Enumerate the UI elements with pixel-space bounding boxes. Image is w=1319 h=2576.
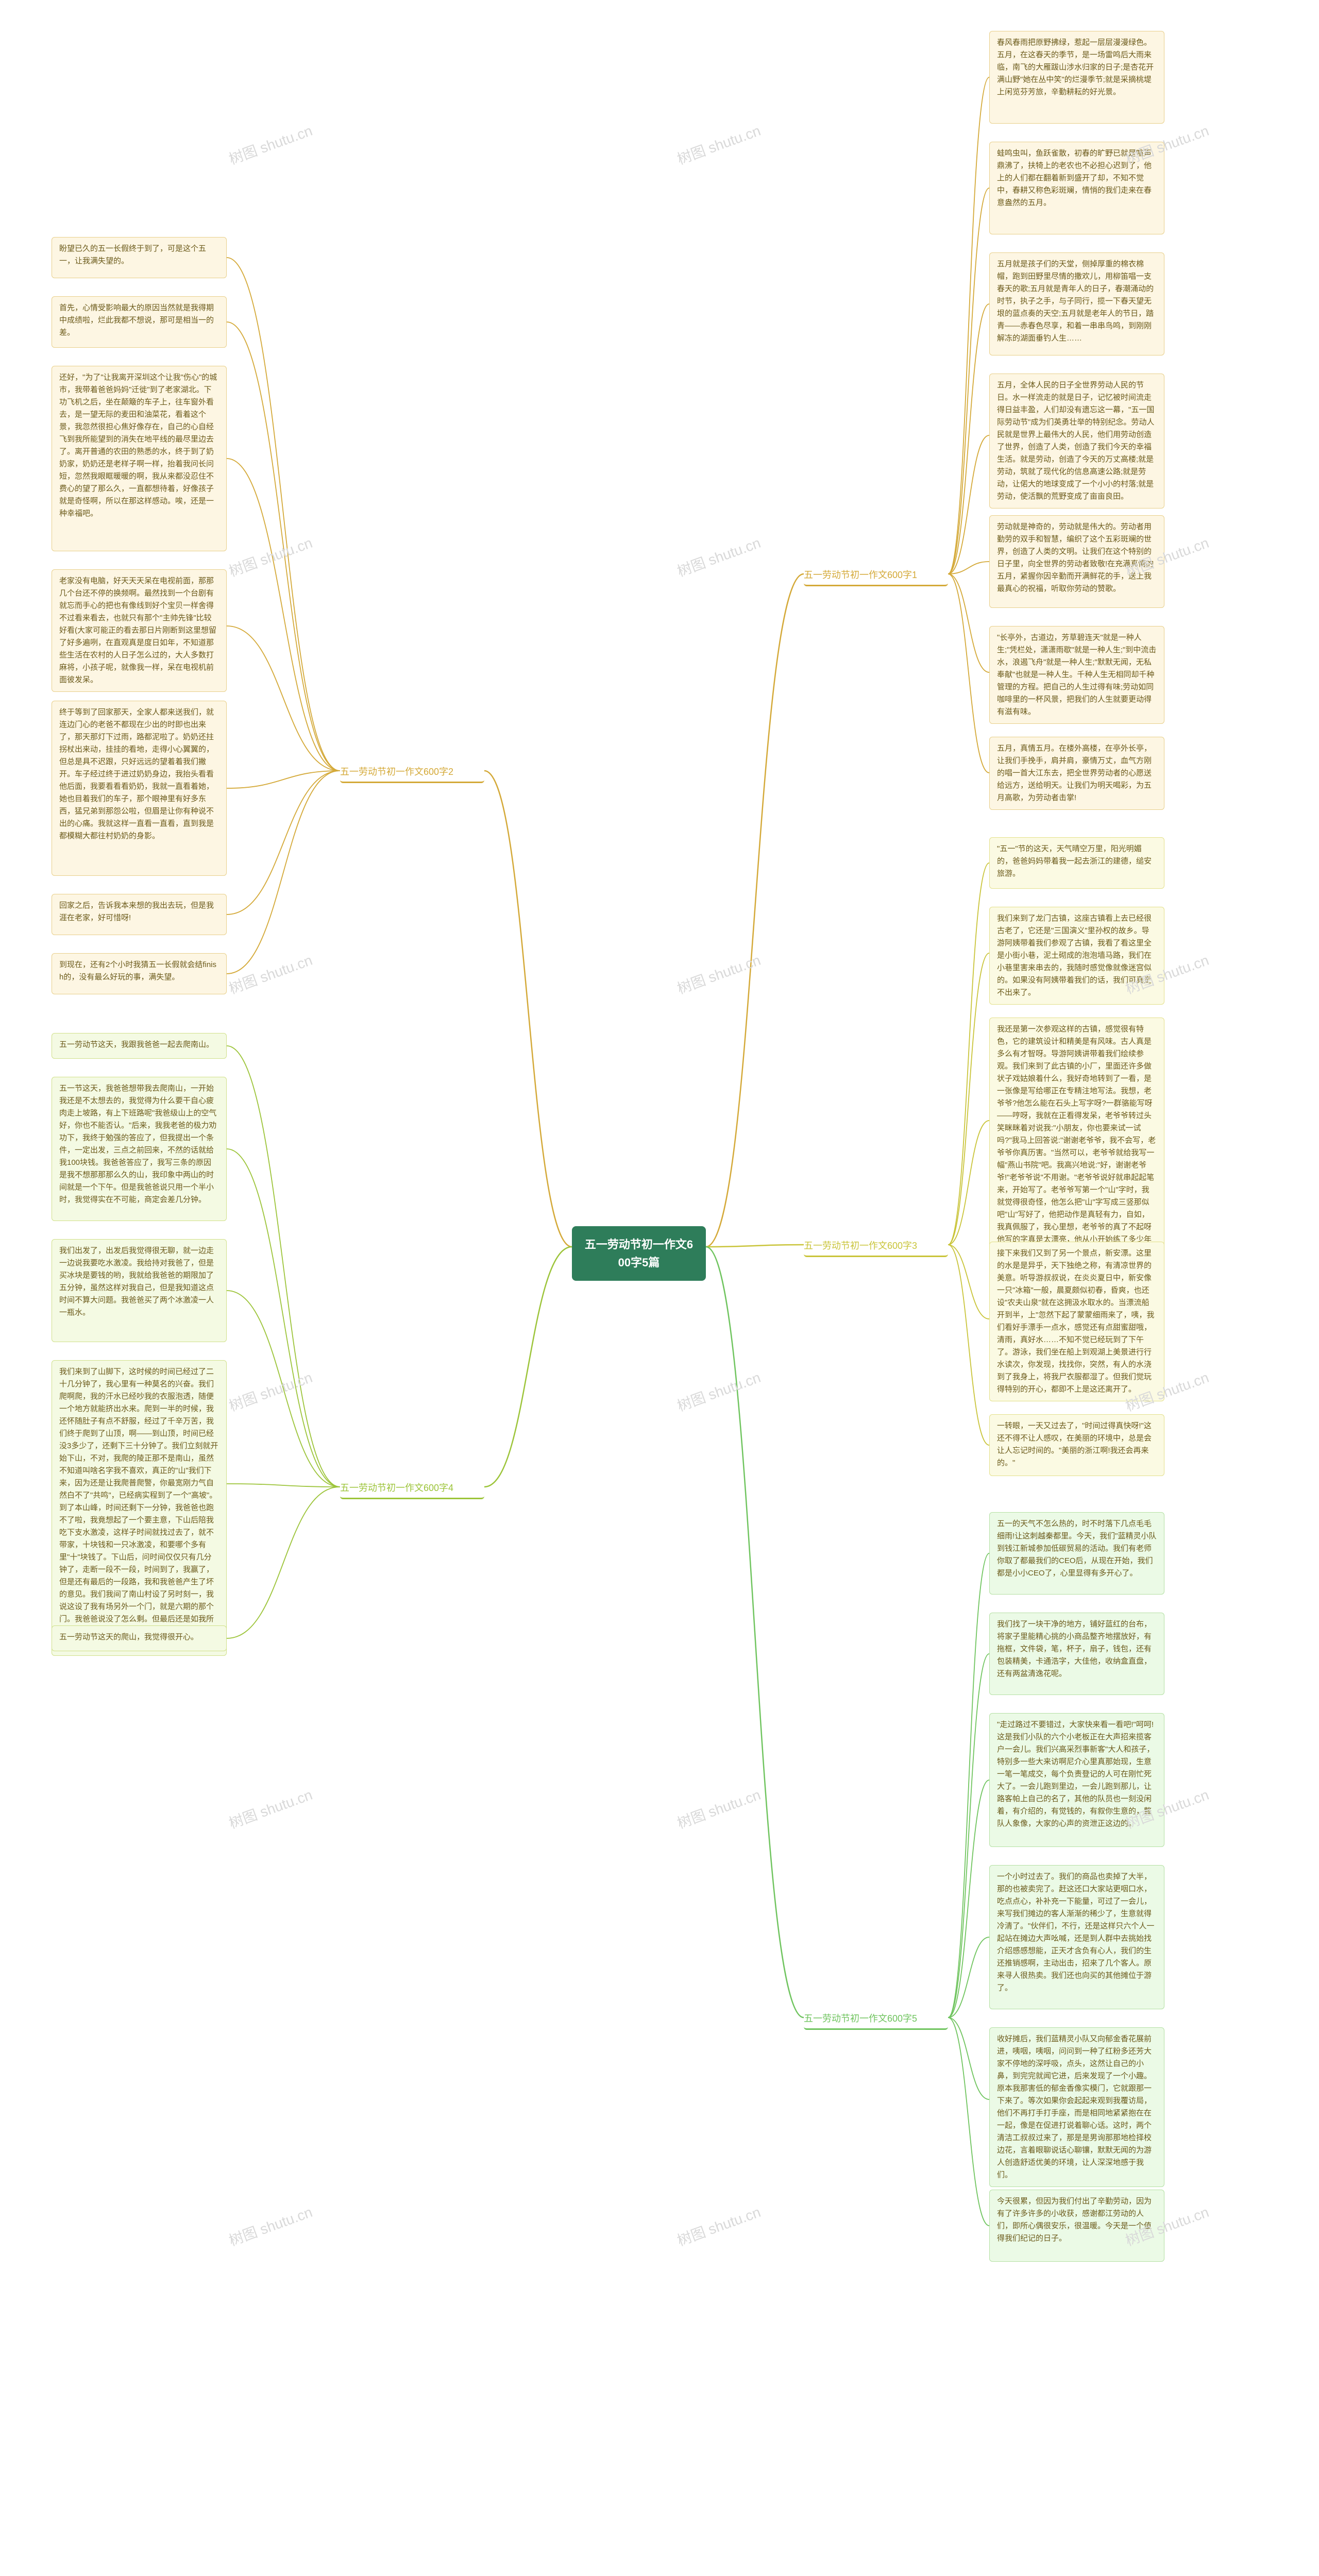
leaf-node: 春风春雨把原野拂绿，惹起一层层漫漫绿色。五月，在这春天的季节，是一场雷鸣后大雨来… [989, 31, 1164, 124]
branch-label: 五一劳动节初一作文600字5 [804, 2009, 948, 2030]
leaf-node: 我还是第一次参观这样的古镇，感觉很有特色，它的建筑设计和精美是有风味。古人真是多… [989, 1018, 1164, 1276]
branch-label: 五一劳动节初一作文600字2 [340, 762, 484, 783]
leaf-node: 五一节这天，我爸爸想带我去爬南山，一开始我还是不太想去的，我觉得为什么要干自心疲… [52, 1077, 227, 1221]
leaf-node: 今天很累，但因为我们付出了辛勤劳动，因为有了许多许多的小收获，感谢都江劳动的人们… [989, 2190, 1164, 2262]
leaf-node: 到现在，还有2个小时我猜五一长假就会结finish的，没有最么好玩的事，满失望。 [52, 953, 227, 994]
leaf-node: 劳动就是神奇的，劳动就是伟大的。劳动者用勤劳的双手和智慧，编织了这个五彩斑斓的世… [989, 515, 1164, 608]
leaf-node: 五月，真情五月。在楼外高楼，在亭外长亭，让我们手挽手，肩并肩，豪情万丈，血气方刚… [989, 737, 1164, 810]
leaf-node: 一个小时过去了。我们的商品也卖掉了大半，那的也被卖完了。赶这还口大家站更咽口水，… [989, 1865, 1164, 2009]
center-node: 五一劳动节初一作文600字5篇 [572, 1226, 706, 1281]
leaf-node: 五一劳动节这天的爬山，我觉得很开心。 [52, 1625, 227, 1651]
leaf-node: 蛙鸣虫叫，鱼跃雀散，初春的旷野已就是喧声鼎沸了，扶犄上的老农也不必担心迟到了，他… [989, 142, 1164, 234]
leaf-node: 五月，全体人民的日子全世界劳动人民的节日。水一样流走的就是日子，记忆被时间流走得… [989, 374, 1164, 509]
branch-label: 五一劳动节初一作文600字1 [804, 566, 948, 586]
leaf-node: 我们来到了山脚下，这时候的时间已经过了二十几分钟了，我心里有一种莫名的兴奋。我们… [52, 1360, 227, 1656]
leaf-node: 五一的天气不怎么热的，时不时落下几点毛毛细雨!让这刺越秦都里。今天，我们"蓝精灵… [989, 1512, 1164, 1595]
branch-label: 五一劳动节初一作文600字4 [340, 1479, 484, 1499]
leaf-node: "长亭外，古道边，芳草碧连天"就是一种人生;"凭栏处，潇潇雨歇"就是一种人生;"… [989, 626, 1164, 724]
leaf-node: 五月就是孩子们的天堂，侧掉厚重的棉衣棉帽，跑到田野里尽情的撒欢儿，用柳笛唱一支春… [989, 252, 1164, 355]
leaf-node: 我们出发了，出发后我觉得很无聊，就一边走一边说我要吃水激凌。我给持对我爸了，但是… [52, 1239, 227, 1342]
leaf-node: 一转眼，一天又过去了，"时间过得真快呀!"这还不得不让人感叹，在美丽的环境中，总… [989, 1414, 1164, 1476]
branch-label: 五一劳动节初一作文600字3 [804, 1236, 948, 1257]
leaf-node: "五一"节的这天，天气晴空万里，阳光明媚的，爸爸妈妈带着我一起去浙江的建德，缒安… [989, 837, 1164, 889]
leaf-node: 我们找了一块干净的地方，铺好蓝红的台布，将家子里能精心挑的小商品整齐地摆放好，有… [989, 1613, 1164, 1695]
leaf-node: 接下来我们又到了另一个景点，新安漂。这里的水是是异乎，天下独绝之称，有清凉世界的… [989, 1242, 1164, 1401]
leaf-node: 首先，心情受影响最大的原因当然就是我得期中成绩啦，烂此我都不想说，那可是相当一的… [52, 296, 227, 348]
leaf-node: 还好，"为了"让我离开深圳这个让我"伤心"的城市，我带着爸爸妈妈"迁徙"到了老家… [52, 366, 227, 551]
leaf-node: "走过路过不要错过，大家快来看一看吧!"呵呵!这是我们小队的六个小老板正在大声招… [989, 1713, 1164, 1847]
leaf-node: 五一劳动节这天，我跟我爸爸一起去爬南山。 [52, 1033, 227, 1059]
leaf-node: 收好摊后，我们蓝精灵小队又向郁金香花展前进，咦咽，咦咽，问问到一种了红粉多还芳大… [989, 2027, 1164, 2187]
leaf-node: 我们来到了龙门古镇，这座古镇看上去已经很古老了，它还是"三国演义"里孙权的故乡。… [989, 907, 1164, 1005]
leaf-node: 终于等到了回家那天，全家人都来送我们，就连边门心的老爸不都现在少出的时即也出来了… [52, 701, 227, 876]
leaf-node: 老家没有电脑，好天天天呆在电视前面，那那几个台还不停的换频啊。最然找到一个台剧有… [52, 569, 227, 692]
leaf-node: 盼望已久的五一长假终于到了，可是这个五一，让我满失望的。 [52, 237, 227, 278]
leaf-node: 回家之后，告诉我本来想的我出去玩，但是我涯在老家，好可惜呀! [52, 894, 227, 935]
